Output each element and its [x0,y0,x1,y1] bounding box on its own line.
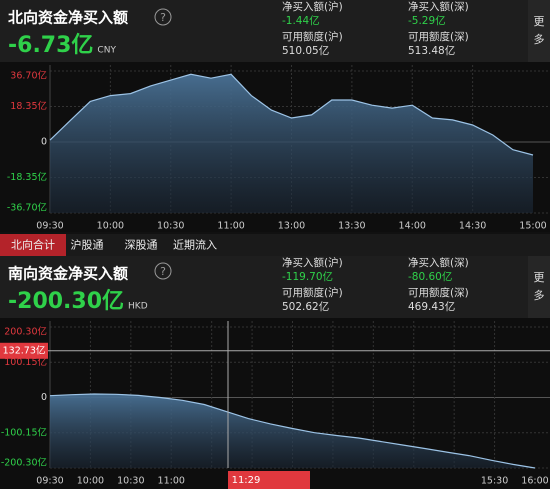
stat-value: -80.60亿 [408,270,452,283]
stat-label: 净买入额(沪) [282,0,343,13]
help-icon[interactable] [154,262,172,280]
y-tick-label: -100.15亿 [1,426,47,438]
stat-value: -5.29亿 [408,14,446,27]
tab-active [0,234,66,256]
y-tick-label: -200.30亿 [1,457,47,469]
stat-value: -119.70亿 [282,270,333,283]
x-tick-label: 10:30 [157,221,184,232]
x-tick-label: 09:30 [36,221,63,232]
crosshair-y-label: 132.73亿 [3,344,46,356]
more-button[interactable] [528,0,550,62]
net-value: -200.30亿 [8,289,124,314]
stat-label: 可用额度(沪) [282,286,343,299]
stat-value: 469.43亿 [408,300,455,313]
stat-label: 可用额度(深) [408,30,469,43]
help-icon-glyph: ? [160,265,166,278]
north-header [0,0,550,62]
y-tick-label: 0 [41,392,47,403]
stat-label: 可用额度(沪) [282,30,343,43]
tab-bar [0,234,550,256]
more-label: 多 [534,32,545,46]
more-label: 多 [534,288,545,302]
tab[interactable]: 沪股通 [71,238,104,252]
area [50,74,533,213]
crosshair-y-box [0,342,48,359]
panel-title: 南向资金净买入额 [8,265,128,283]
x-tick-label: 13:00 [278,221,305,232]
stat-value: 510.05亿 [282,44,329,57]
y-tick-label: 200.30亿 [4,326,47,338]
line [49,73,534,156]
x-tick-label: 14:00 [399,221,426,232]
currency: HKD [128,302,148,312]
south-header [0,256,550,318]
stat-value: 502.62亿 [282,300,329,313]
x-tick-label: 15:30 [481,476,508,487]
x-tick-label: 13:30 [338,221,365,232]
help-icon[interactable] [154,8,172,26]
x-tick-label: 11:00 [158,476,185,487]
x-tick-label: 10:00 [97,221,124,232]
y-tick-label: -36.70亿 [7,202,47,214]
crosshair-x-label: 11:29 [232,475,261,486]
currency: CNY [97,46,116,56]
more-label: 更 [534,15,545,28]
more-button[interactable] [528,256,550,318]
x-tick-label: 10:00 [77,476,104,487]
stat-value: 513.48亿 [408,44,455,57]
y-tick-label: 36.70亿 [10,70,47,82]
tab[interactable]: 北向合计 [11,238,55,252]
x-tick-label: 14:30 [459,221,486,232]
x-tick-label: 15:00 [519,221,546,232]
x-tick-label: 11:00 [217,221,244,232]
panel-title: 北向资金净买入额 [8,9,128,27]
line [49,393,536,469]
y-tick-label: 18.35亿 [10,100,47,112]
x-tick-label: 16:00 [521,476,548,487]
y-tick-label: 0 [41,137,47,148]
stat-label: 可用额度(深) [408,286,469,299]
net-value: -6.73亿 [8,33,93,58]
stat-label: 净买入额(沪) [282,256,343,269]
stat-label: 净买入额(深) [408,0,469,13]
more-label: 更 [534,271,545,284]
area [50,394,535,468]
help-icon-glyph: ? [160,11,166,24]
crosshair-x-box [228,471,310,489]
x-tick-label: 09:30 [36,476,63,487]
stat-label: 净买入额(深) [408,256,469,269]
tab[interactable]: 深股通 [125,239,158,252]
stat-value: -1.44亿 [282,14,320,27]
x-tick-label: 10:30 [117,476,144,487]
y-tick-label: -18.35亿 [7,171,47,183]
tab[interactable]: 近期流入 [173,238,217,252]
